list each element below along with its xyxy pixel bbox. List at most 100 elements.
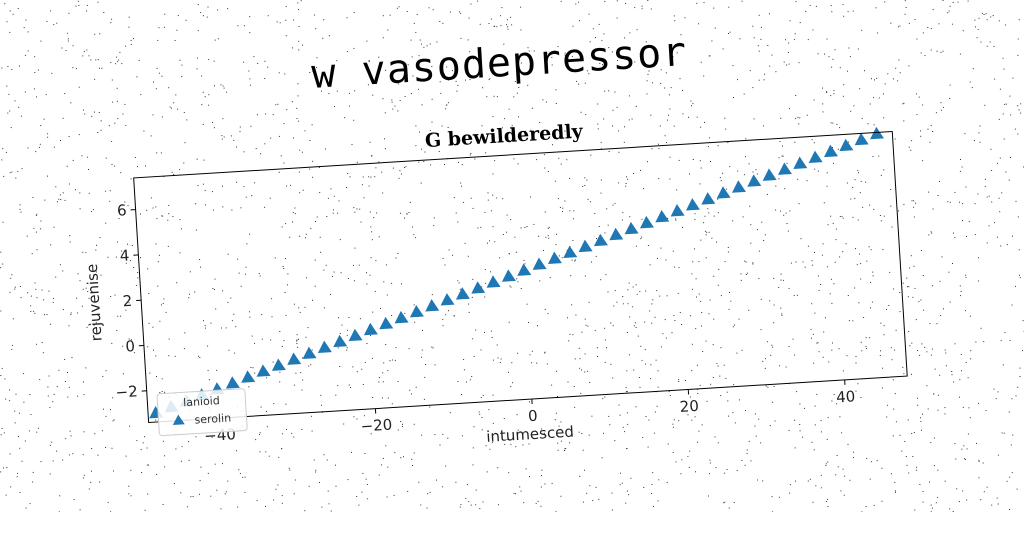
noise-speck [987,487,988,488]
data-point [670,204,685,217]
noise-speck [13,14,14,15]
noise-speck [895,490,896,491]
noise-speck [874,505,875,506]
noise-speck [962,490,963,491]
noise-speck [724,502,725,503]
noise-speck [87,5,88,6]
noise-speck [3,468,4,469]
data-point [317,340,332,353]
data-point [455,287,470,300]
noise-speck [208,7,209,8]
y-tick-label: −2 [115,382,138,401]
noise-speck [56,23,57,24]
data-point [547,251,562,264]
data-point [609,227,624,240]
data-point [624,221,639,234]
noise-speck [1020,103,1021,104]
noise-speck [227,8,228,9]
chart-marks [134,126,898,418]
y-tick-label: 6 [117,201,128,220]
noise-speck [936,502,937,503]
noise-speck [78,1,79,2]
noise-speck [932,508,933,509]
data-point [563,245,578,258]
x-tick-label: 0 [528,407,539,426]
noise-speck [998,504,999,505]
noise-speck [923,502,924,503]
data-point [593,233,608,246]
noise-speck [129,17,130,18]
noise-speck [980,499,981,500]
noise-speck [937,497,938,498]
noise-speck [103,12,104,13]
data-point [302,346,317,359]
data-point [225,376,240,389]
noise-speck [298,9,299,10]
noise-speck [956,488,957,489]
data-point [486,275,501,288]
noise-speck [1019,109,1020,110]
noise-speck [1017,105,1018,106]
noise-speck [966,500,967,501]
data-point [747,174,762,187]
y-axis-label: rejuvenise [83,263,106,342]
data-point [517,263,532,276]
noise-speck [86,11,87,12]
data-point [256,364,271,377]
noise-speck [164,14,165,15]
noise-speck [895,492,896,493]
data-point [655,210,670,223]
noise-speck [959,501,960,502]
legend-title: lanioid [183,394,220,409]
noise-speck [653,506,654,507]
y-tick-label: 4 [119,246,130,265]
data-point [762,168,777,181]
noise-speck [178,15,179,16]
noise-speck [723,502,724,503]
data-point [777,162,792,175]
data-point [271,358,286,371]
noise-speck [4,3,5,4]
noise-speck [217,9,218,10]
data-point [839,138,854,151]
noise-speck [203,15,204,16]
data-point [793,156,808,169]
noise-speck [991,505,992,506]
noise-speck [297,2,298,3]
noise-speck [729,508,730,509]
y-tick-label: 0 [125,337,136,356]
data-point [639,215,654,228]
noise-speck [1017,55,1018,56]
noise-speck [46,21,47,22]
noise-speck [827,506,828,507]
noise-speck [826,501,827,502]
noise-speck [813,502,814,503]
noise-speck [734,502,735,503]
noise-speck [53,24,54,25]
noise-speck [914,510,915,511]
noise-speck [7,21,8,22]
noise-speck [2,428,3,429]
x-tick-label: 20 [679,397,699,416]
data-point [333,334,348,347]
noise-speck [0,375,1,376]
noise-speck [1018,39,1019,40]
data-point [731,180,746,193]
noise-speck [200,12,201,13]
noise-speck [997,498,998,499]
noise-speck [6,467,7,468]
noise-speck [50,10,51,11]
noise-speck [1017,489,1018,490]
noise-speck [6,495,7,496]
noise-speck [949,508,950,509]
x-tick-label: −20 [360,416,393,436]
noise-speck [198,4,199,5]
noise-speck [1009,509,1010,510]
legend-entry: serolin [194,411,231,426]
noise-speck [1,434,2,435]
noise-speck [612,510,613,511]
data-point [348,328,363,341]
noise-speck [24,27,25,28]
